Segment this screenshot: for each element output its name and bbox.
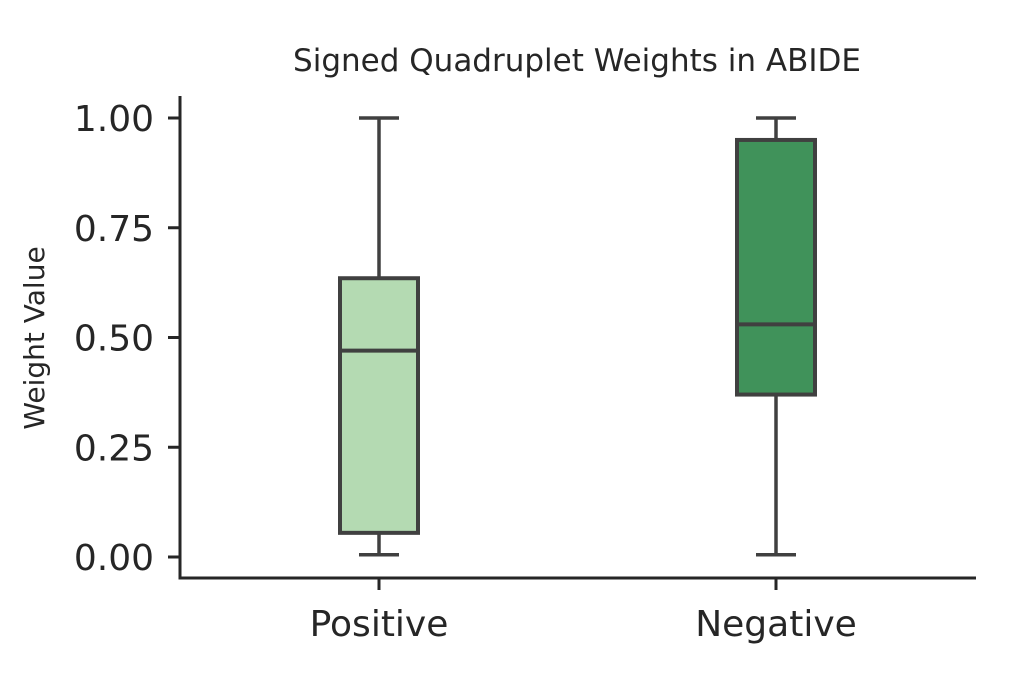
y-axis-ticks: 0.00 0.25 0.50 0.75 1.00 [74, 99, 180, 579]
iqr-box [735, 137, 817, 397]
y-axis-label: Weight Value [18, 246, 51, 429]
chart-title: Signed Quadruplet Weights in ABIDE [293, 43, 861, 79]
x-axis-ticks: Positive Negative [310, 578, 857, 645]
x-tick-label: Negative [695, 604, 857, 645]
box-negative [735, 116, 817, 557]
y-tick-label: 0.25 [74, 428, 154, 469]
box-series [338, 116, 817, 557]
box-positive [338, 116, 420, 557]
y-tick-label: 0.75 [74, 209, 154, 250]
y-tick-label: 1.00 [74, 99, 154, 140]
y-tick-label: 0.50 [74, 319, 154, 360]
y-tick-label: 0.00 [74, 538, 154, 579]
x-tick-label: Positive [310, 604, 449, 645]
iqr-box [338, 276, 420, 535]
